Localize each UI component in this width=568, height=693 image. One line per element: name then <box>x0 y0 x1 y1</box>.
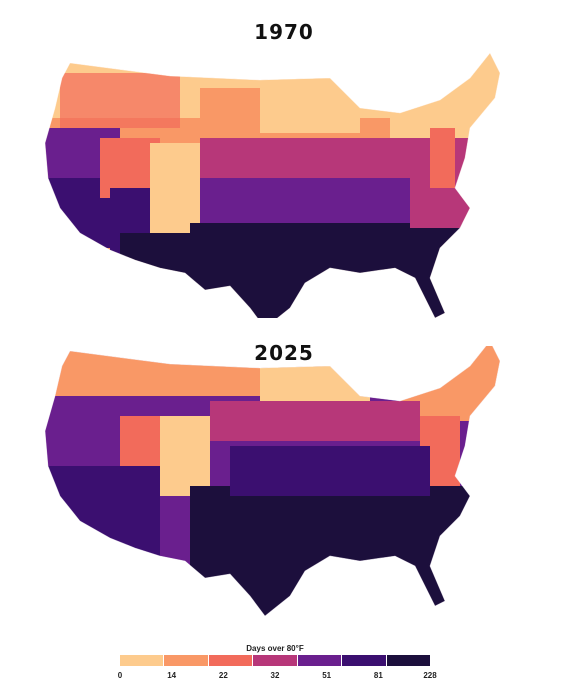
legend-tick-label: 51 <box>322 671 332 680</box>
map-fill-1970 <box>45 53 500 318</box>
legend-swatch <box>253 655 298 666</box>
legend-swatch <box>120 655 165 666</box>
us-map-1970 <box>44 52 501 318</box>
legend-color-bar <box>120 655 430 666</box>
legend-tick-label: 32 <box>270 671 280 680</box>
legend-tick-label: 22 <box>218 671 228 680</box>
panel-title-2025: 2025 <box>254 341 314 365</box>
legend-tick-label: 14 <box>167 671 177 680</box>
legend-swatch <box>208 655 254 666</box>
legend-title: Days over 80°F <box>246 644 304 653</box>
legend-swatch <box>342 655 387 666</box>
legend-tick-label: 0 <box>117 671 123 680</box>
us-map-2025 <box>44 346 501 617</box>
legend-swatch <box>386 655 430 666</box>
panel-title-1970: 1970 <box>254 20 314 44</box>
legend-swatch <box>164 655 209 666</box>
legend-tick-label: 81 <box>373 671 383 680</box>
map-fill-2025 <box>45 346 500 616</box>
legend-tick-label: 228 <box>423 671 437 680</box>
legend-swatch <box>297 655 343 666</box>
